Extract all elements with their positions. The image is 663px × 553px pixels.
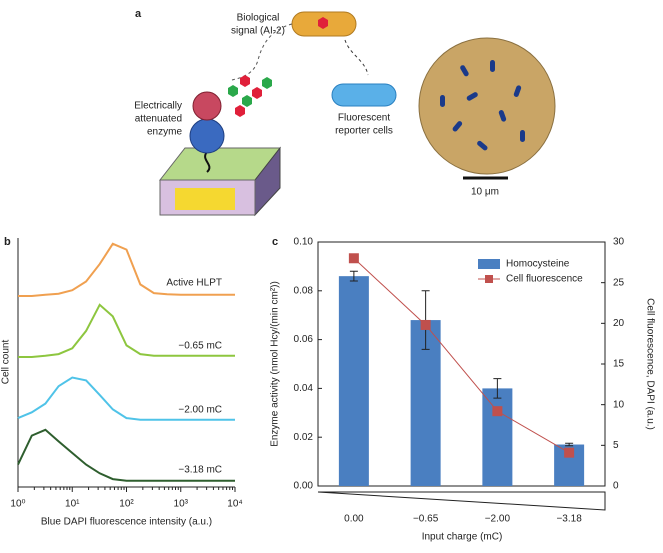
bar — [482, 388, 513, 486]
reporter-label: Fluorescent — [338, 113, 390, 124]
y-tick-label: 0.04 — [294, 383, 314, 394]
series-label: −2.00 mC — [178, 405, 222, 416]
legend-label: Homocysteine — [506, 259, 570, 270]
legend-swatch — [478, 259, 500, 269]
error-bar — [493, 378, 502, 399]
histogram-curve — [17, 428, 235, 482]
y-tick-label: 0.06 — [294, 334, 314, 345]
y2-tick-label: 20 — [613, 318, 625, 329]
y-axis-label: Enzyme activity (nmol Hcy/(min cm²)) — [270, 281, 281, 447]
histogram-curve — [18, 242, 235, 297]
series-label: Active HLPT — [166, 278, 222, 289]
marker — [492, 406, 503, 417]
legend-swatch — [485, 275, 493, 283]
reporter-label: reporter cells — [335, 126, 393, 137]
enzyme-domain — [189, 118, 225, 154]
y-tick-label: 0.02 — [294, 432, 314, 443]
y2-tick-label: 5 — [613, 440, 619, 451]
enzyme-label: attenuated — [135, 114, 182, 125]
y2-axis-label: Cell fluorescence, DAPI (a.u.) — [644, 298, 655, 430]
y2-tick-label: 25 — [613, 277, 625, 288]
x-tick-label: 10² — [119, 499, 134, 510]
y2-tick-label: 10 — [613, 399, 625, 410]
reporter-cell — [331, 83, 397, 107]
molecules — [228, 75, 272, 117]
y-tick-label: 0.08 — [294, 285, 314, 296]
y2-tick-label: 0 — [613, 481, 619, 492]
legend-label: Cell fluorescence — [506, 274, 583, 285]
x-tick-label: 10¹ — [65, 499, 80, 510]
panel-label: c — [272, 236, 278, 248]
histogram-curve — [18, 303, 235, 358]
series-label: −3.18 mC — [178, 465, 222, 476]
enzyme-domain — [192, 91, 222, 121]
electrode-gold — [175, 188, 235, 210]
tether — [204, 151, 211, 173]
signal-path — [231, 23, 293, 81]
bar — [338, 276, 369, 486]
signal-molecule — [318, 17, 328, 29]
y2-tick-label: 30 — [613, 237, 625, 248]
signal-path — [344, 39, 369, 76]
x-axis-label: Input charge (mC) — [422, 532, 503, 543]
enzyme-label: Electrically — [134, 101, 182, 112]
y-tick-label: 0.10 — [294, 237, 314, 248]
enzyme-label: enzyme — [147, 127, 182, 138]
series-label: −0.65 mC — [178, 341, 222, 352]
micrograph-cells — [440, 60, 525, 151]
marker — [564, 447, 575, 458]
y-axis-label: Cell count — [1, 340, 12, 385]
histogram-curve — [17, 376, 235, 421]
x-tick-label: 0.00 — [344, 514, 364, 525]
marker — [348, 253, 359, 264]
x-tick-label: −0.65 — [413, 514, 439, 525]
x-tick-label: 10⁰ — [10, 499, 25, 510]
signal-label: signal (AI-2) — [231, 26, 285, 37]
panel-label: a — [135, 8, 142, 20]
charge-wedge — [317, 491, 606, 511]
marker — [420, 319, 431, 330]
x-tick-label: 10³ — [174, 499, 189, 510]
micrograph — [418, 37, 556, 175]
signal-label: Biological — [237, 13, 280, 24]
x-tick-label: 10⁴ — [227, 499, 242, 510]
error-bar — [565, 442, 574, 447]
error-bar — [349, 270, 358, 282]
x-tick-label: −3.18 — [556, 514, 582, 525]
x-axis-label: Blue DAPI fluorescence intensity (a.u.) — [41, 517, 212, 528]
x-tick-label: −2.00 — [485, 514, 511, 525]
y-tick-label: 0.00 — [294, 481, 314, 492]
scale-bar-label: 10 μm — [471, 187, 499, 198]
line — [353, 257, 570, 454]
y2-tick-label: 15 — [613, 359, 625, 370]
panel-label: b — [4, 236, 11, 248]
